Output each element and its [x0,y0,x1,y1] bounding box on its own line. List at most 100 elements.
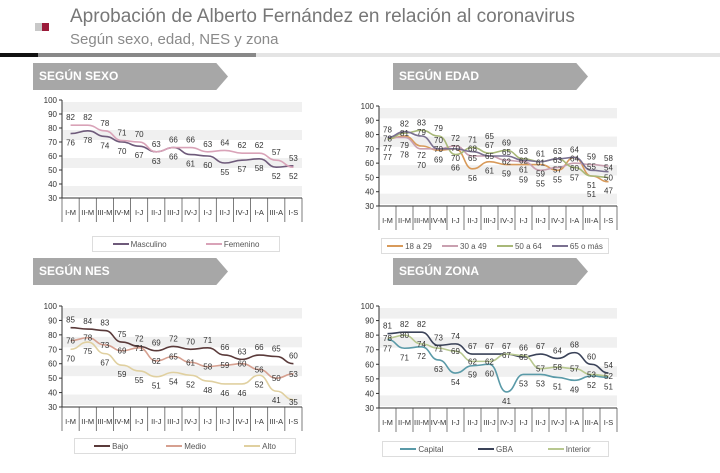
x-tick-label: I-M [65,417,76,426]
legend-label: 30 a 49 [460,241,487,251]
data-label: 81 [400,129,409,138]
data-label: 84 [83,317,92,326]
data-label: 69 [434,155,443,164]
data-label: 70 [186,337,195,346]
data-label: 64 [570,145,579,154]
data-label: 82 [83,113,92,122]
y-tick-label: 60 [48,360,57,369]
data-label: 53 [519,379,528,388]
grid-band [379,337,617,348]
grid-band [379,165,617,176]
legend-label: Femenino [223,239,260,249]
y-tick-label: 50 [365,173,374,182]
x-tick-label: IV-J [500,216,513,225]
legend-swatch [205,243,222,245]
x-tick-label: I-J [204,208,213,217]
legend-edad: 18 a 29 30 a 49 50 a 64 65 o más [381,238,609,254]
data-label: 82 [66,113,75,122]
data-label: 61 [186,160,195,169]
y-tick-label: 60 [365,360,374,369]
series-line-65-o-más [387,130,609,173]
data-label: 57 [570,365,579,374]
y-tick-label: 60 [365,159,374,168]
legend-swatch [112,243,129,245]
x-tick-label: I-M [65,208,76,217]
legend-swatch [400,448,417,450]
data-label: 68 [570,341,579,350]
y-tick-label: 100 [361,102,375,111]
data-label: 68 [468,145,477,154]
data-label: 52 [587,381,596,390]
x-tick-label: IV-J [500,418,513,427]
legend-label: 50 a 64 [514,241,542,251]
legend-label: Alto [262,441,276,451]
data-label: 67 [100,359,109,368]
x-tick-label: II-J [220,208,231,217]
y-tick-label: 50 [48,166,57,175]
grid-band [62,336,302,348]
data-label: 69 [451,347,460,356]
data-label: 57 [238,165,247,174]
data-label: 63 [152,140,161,149]
legend-swatch [551,245,568,247]
y-tick-label: 40 [365,188,374,197]
data-label: 61 [536,150,545,159]
data-label: 35 [289,398,298,407]
data-label: 62 [502,157,511,166]
data-label: 74 [417,340,426,349]
x-tick-label: I-S [289,208,299,217]
data-label: 65 [502,148,511,157]
data-label: 67 [502,351,511,360]
x-tick-label: I-A [570,418,580,427]
y-tick-label: 80 [48,331,57,340]
data-label: 70 [451,144,460,153]
legend-swatch [442,245,459,247]
data-label: 53 [587,370,596,379]
grid-band [379,193,617,204]
data-label: 72 [135,334,144,343]
data-label: 83 [417,118,426,127]
data-label: 59 [502,170,511,179]
data-label: 60 [485,369,494,378]
data-label: 62 [468,357,477,366]
data-label: 59 [118,370,127,379]
data-label: 67 [135,151,144,160]
data-label: 79 [417,128,426,137]
data-label: 61 [519,166,528,175]
grid-band [62,365,302,377]
data-label: 53 [289,154,298,163]
data-label: 74 [100,141,109,150]
data-label: 57 [553,165,562,174]
data-label: 78 [383,334,392,343]
x-tick-label: IV-M [431,418,446,427]
data-label: 52 [255,380,264,389]
data-label: 60 [587,352,596,361]
data-label: 78 [400,150,409,159]
data-label: 41 [502,397,511,406]
data-label: 59 [587,153,596,162]
data-label: 77 [383,345,392,354]
legend-label: 18 a 29 [405,241,432,251]
data-label: 73 [100,341,109,350]
data-label: 72 [169,334,178,343]
data-label: 52 [272,172,281,181]
data-label: 57 [272,148,281,157]
x-tick-label: III-J [167,417,180,426]
data-label: 49 [570,385,579,394]
data-label: 73 [434,333,443,342]
data-label: 74 [451,332,460,341]
banner-nes: SEGÚN NES [33,258,228,285]
data-label: 72 [451,134,460,143]
data-label: 70 [66,354,75,363]
data-label: 63 [553,147,562,156]
data-label: 67 [536,342,545,351]
data-label: 62 [519,156,528,165]
data-label: 66 [169,136,178,145]
header-divider [38,53,256,57]
y-tick-label: 30 [48,194,57,203]
data-label: 64 [553,346,562,355]
data-label: 82 [400,320,409,329]
x-tick-label: I-J [451,418,460,427]
legend-item: 65 o más [551,242,603,251]
grid-band [379,136,617,147]
